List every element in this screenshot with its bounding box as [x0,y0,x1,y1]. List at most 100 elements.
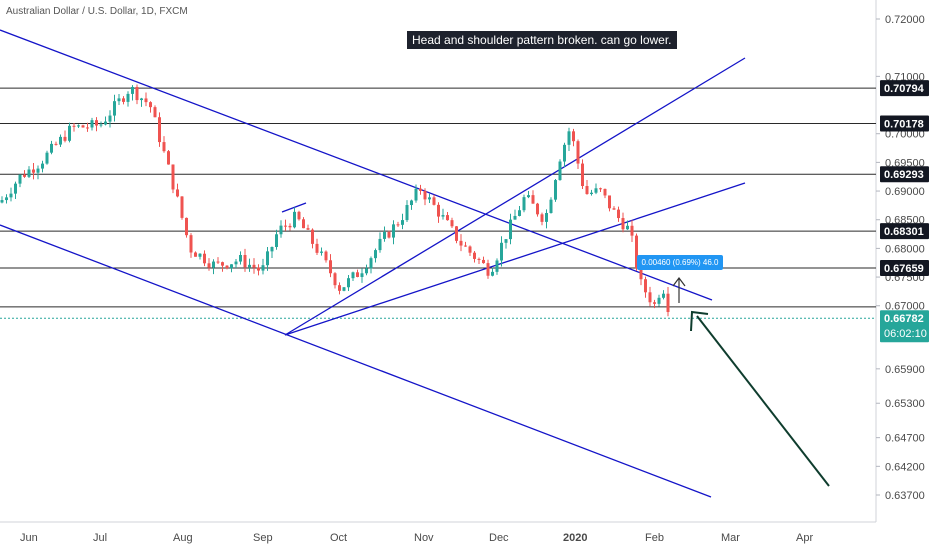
candle-up [261,265,265,271]
candle-down [585,186,589,195]
time-tick-label: Apr [796,532,813,544]
candle-down [306,228,310,230]
candle-up [36,168,40,173]
price-level-label: 0.68301 [884,226,924,238]
candle-down [576,141,580,164]
candle-down [617,209,620,219]
candle-down [581,163,584,187]
candle-down [468,246,472,253]
candle-down [630,225,634,236]
candle-up [351,272,355,279]
candle-down [333,273,337,286]
candle-down [122,98,125,102]
candle-down [23,174,26,177]
candle-up [518,210,521,216]
descending-channel-upper-line [0,29,713,301]
candle-down [536,203,539,215]
candle-down [203,253,206,264]
price-tick-label: 0.63700 [885,490,925,502]
candle-down [338,285,341,291]
candle-up [18,174,22,184]
candle-down [446,215,449,221]
candle-up [491,271,494,276]
time-tick-label: Jul [93,532,107,544]
candle-down [459,240,463,246]
candle-up [198,253,202,257]
countdown-label: 06:02:10 [884,328,927,340]
candle-down [315,243,319,253]
candle-up [41,163,44,169]
candle-up [230,264,233,269]
candle-down [243,255,247,268]
candle-up [126,93,130,102]
price-tick-label: 0.67000 [885,301,925,313]
candle-down [284,225,287,227]
candle-down [419,188,422,191]
candle-up [212,261,215,268]
candle-up [5,197,8,201]
candle-down [455,226,458,241]
measure-arrow-head [672,277,686,287]
candle-down [311,229,314,244]
candle-up [68,125,71,141]
candle-up [594,188,598,193]
candle-down [599,188,602,190]
candle-up [428,197,431,200]
candle-up [504,239,508,243]
candle-up [392,224,395,238]
price-tick-label: 0.72000 [885,14,925,26]
candle-down [540,214,544,222]
price-tick-label: 0.65300 [885,398,925,410]
candle-up [27,169,31,177]
price-level-badge [880,223,929,240]
candle-down [95,120,98,126]
candle-up [590,192,593,195]
candle-up [662,293,665,298]
current-price-label: 0.66782 [884,313,924,325]
candle-up [342,287,346,291]
candle-up [131,86,134,94]
candle-up [657,297,661,304]
drawn-arrow-shaft [696,315,830,487]
candle-down [324,251,328,261]
candle-up [104,121,107,125]
candle-down [423,190,427,200]
candle-down [396,224,400,226]
candle-up [527,195,530,198]
time-tick-label: Nov [414,532,434,544]
candle-up [383,231,386,239]
candle-down [158,117,161,143]
candle-up [558,161,562,181]
ascending-channel-upper-line [284,57,746,336]
candle-down [486,263,490,276]
candle-down [225,265,229,269]
time-tick-label: Sep [253,532,273,544]
candle-down [72,125,76,127]
measure-tooltip: 0.00460 (0.69%) 46.0 [637,255,723,270]
candle-down [635,235,638,269]
price-tick-label: 0.70000 [885,129,925,141]
drawn-arrow-head [690,310,709,332]
candle-down [653,302,656,304]
candle-up [99,124,103,126]
price-level-label: 0.69293 [884,169,924,181]
price-level-label: 0.67659 [884,263,924,275]
price-tick-label: 0.64200 [885,461,925,473]
candle-up [77,125,80,127]
price-level-label: 0.70178 [884,118,924,130]
candle-up [365,268,368,274]
candle-down [450,220,454,227]
annotation-label: Head and shoulder pattern broken. can go… [407,31,677,49]
candle-up [410,200,413,206]
candle-down [63,136,67,141]
time-tick-label: 2020 [563,532,587,544]
candle-up [347,278,350,288]
candle-down [81,125,85,128]
time-tick-label: Jun [20,532,38,544]
candle-up [140,98,143,101]
candle-up [50,143,53,153]
price-tick-label: 0.69000 [885,186,925,198]
candle-up [320,251,323,253]
